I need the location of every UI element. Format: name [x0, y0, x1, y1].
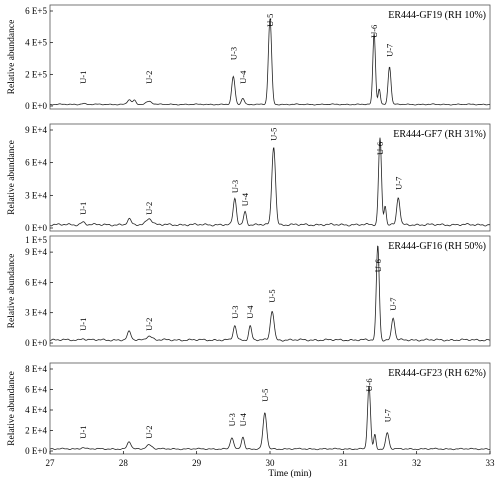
chromatogram-line: [49, 385, 491, 451]
x-tick-label: 33: [486, 458, 496, 468]
peak-label-u-5: U-5: [260, 389, 270, 402]
chromatogram-line: [49, 137, 491, 227]
plot-frame: [49, 235, 491, 347]
peak-label-u-7: U-7: [382, 409, 392, 422]
y-axis-title: Relative abundance: [7, 140, 17, 215]
panel-title: ER444-GF7 (RH 31%): [393, 129, 486, 140]
peak-label-u-2: U-2: [144, 202, 154, 215]
y-tick-label: 9 E+4: [25, 247, 47, 257]
y-tick-label: 4 E+4: [25, 405, 47, 415]
y-tick-label: 0 E+0: [25, 338, 47, 348]
y-tick-label: 6 E+4: [25, 277, 47, 287]
peak-label-u-4: U-4: [238, 70, 248, 84]
x-tick-label: 31: [339, 458, 348, 468]
y-tick-label: 9 E+4: [25, 125, 47, 135]
peak-label-u-2: U-2: [144, 71, 154, 84]
peak-label-u-1: U-1: [78, 71, 88, 84]
chart-panel-1: 0 E+0 2 E+5 4 E+5 6 E+5 Relative abundance ER…: [7, 4, 491, 111]
y-tick-label: 0 E+0: [25, 223, 47, 233]
y-tick-label: 6 E+4: [25, 158, 47, 168]
peak-label-u-3: U-3: [227, 413, 237, 426]
panel-title: ER444-GF19 (RH 10%): [388, 10, 486, 21]
x-tick-label: 27: [46, 458, 56, 468]
y-tick-label: 1 E+5: [25, 235, 47, 245]
peak-label-u-7: U-7: [388, 297, 398, 310]
y-tick-label: 8 E+4: [25, 364, 47, 374]
y-axis-title: Relative abundance: [7, 20, 17, 95]
peak-label-u-3: U-3: [230, 306, 240, 319]
peak-label-u-1: U-1: [78, 202, 88, 215]
plot-frame: [49, 123, 491, 232]
y-axis-title: Relative abundance: [7, 371, 17, 446]
peak-label-u-1: U-1: [78, 318, 88, 331]
peak-label-u-3: U-3: [228, 47, 238, 60]
peak-label-u-7: U-7: [385, 44, 395, 57]
chromatogram-line: [49, 245, 491, 342]
peak-label-u-7: U-7: [393, 177, 403, 190]
x-tick-label: 32: [412, 458, 421, 468]
x-tick-label: 29: [192, 458, 202, 468]
peak-label-u-5: U-5: [269, 128, 279, 141]
y-tick-label: 2 E+4: [25, 426, 47, 436]
peak-label-u-6: U-6: [375, 142, 385, 155]
plot-frame: [49, 4, 491, 110]
y-tick-label: 4 E+5: [25, 38, 47, 48]
peak-label-u-5: U-5: [267, 289, 277, 302]
y-tick-label: 0 E+0: [25, 101, 47, 111]
x-axis-title: Time (min): [268, 468, 311, 479]
peak-label-u-5: U-5: [265, 14, 275, 27]
chart-panel-2: 0 E+0 3 E+4 6 E+4 9 E+4 Relative abundance ER…: [7, 123, 491, 233]
peak-label-u-6: U-6: [373, 259, 383, 272]
peak-label-u-4: U-4: [245, 305, 255, 319]
y-tick-label: 6 E+5: [25, 6, 47, 16]
x-tick-label: 30: [266, 458, 276, 468]
peak-label-u-2: U-2: [144, 318, 154, 331]
panel-title: ER444-GF16 (RH 50%): [388, 241, 486, 252]
peak-label-u-3: U-3: [230, 180, 240, 193]
peak-label-u-6: U-6: [364, 378, 374, 391]
x-tick-label: 28: [119, 458, 129, 468]
peak-label-u-4: U-4: [240, 192, 250, 206]
y-tick-label: 2 E+5: [25, 69, 47, 79]
chromatogram-line: [49, 18, 491, 106]
chart-panel-3: 0 E+0 3 E+4 6 E+4 9 E+4 1 E+5 Relative abunda…: [7, 235, 491, 348]
panel-title: ER444-GF23 (RH 62%): [388, 368, 486, 379]
peak-label-u-1: U-1: [78, 425, 88, 438]
y-axis-title: Relative abundance: [7, 254, 17, 329]
y-tick-label: 0 E+0: [25, 446, 47, 456]
y-tick-label: 6 E+4: [25, 385, 47, 395]
y-tick-label: 3 E+4: [25, 308, 47, 318]
y-tick-label: 3 E+4: [25, 190, 47, 200]
peak-label-u-2: U-2: [144, 425, 154, 438]
peak-label-u-4: U-4: [238, 412, 248, 426]
chart-panel-4: 0 E+0 2 E+4 4 E+4 6 E+4 8 E+4 Relative abunda…: [7, 362, 496, 479]
peak-label-u-6: U-6: [369, 25, 379, 38]
